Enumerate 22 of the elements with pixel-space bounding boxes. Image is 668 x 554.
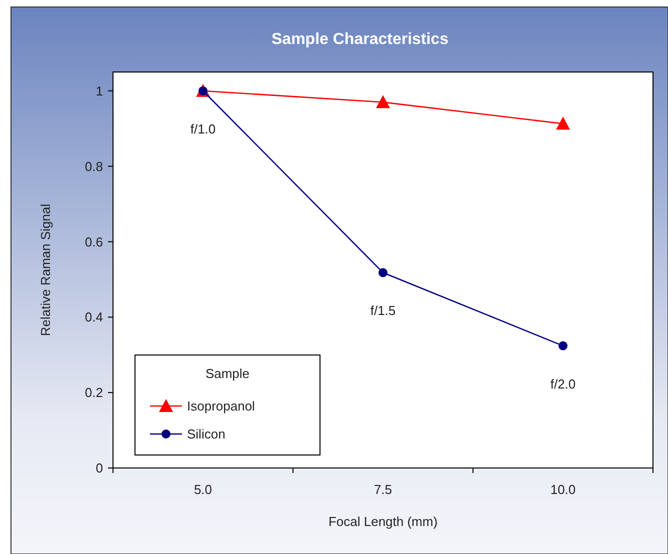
legend-label: Isopropanol [187, 398, 256, 414]
y-axis-title: Relative Raman Signal [38, 204, 53, 336]
point [556, 116, 570, 130]
x-tick-label: 7.5 [374, 482, 392, 497]
chart-title: Sample Characteristics [272, 31, 449, 48]
x-tick-label: 10.0 [550, 482, 576, 497]
point [378, 268, 388, 278]
y-tick-label: 0.4 [84, 310, 103, 325]
point [558, 341, 568, 350]
annotation: f/2.0 [550, 376, 576, 392]
y-tick-label: 1 [96, 83, 103, 98]
y-tick-label: 0.6 [84, 234, 103, 250]
y-tick-label: 0.8 [84, 158, 103, 174]
annotation: f/1.5 [370, 303, 396, 318]
x-tick-label: 5.0 [194, 482, 212, 497]
annotation: f/1.0 [190, 121, 216, 136]
point [376, 95, 390, 108]
legend-label: Silicon [187, 426, 226, 442]
y-tick-label: 0 [96, 460, 103, 476]
y-tick-label: 0.2 [84, 385, 103, 400]
legend-title: Sample [205, 366, 250, 381]
x-axis-title: Focal Length (mm) [328, 514, 438, 529]
